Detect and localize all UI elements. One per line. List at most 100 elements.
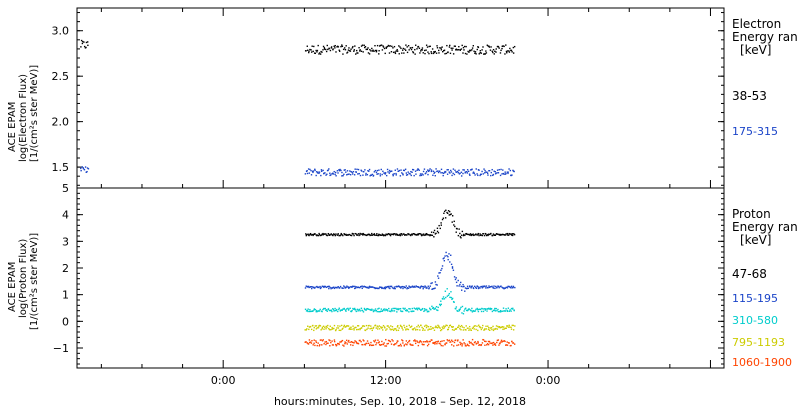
- data-point: [403, 233, 405, 235]
- data-point: [320, 50, 322, 53]
- data-point: [392, 233, 395, 236]
- data-point: [402, 342, 404, 344]
- data-point: [506, 50, 509, 52]
- data-point: [430, 308, 432, 311]
- data-point: [455, 277, 457, 279]
- data-point: [468, 233, 470, 236]
- data-point: [339, 341, 341, 343]
- data-point: [397, 234, 399, 236]
- data-point: [447, 258, 449, 261]
- data-point: [456, 285, 458, 287]
- data-point: [412, 51, 414, 53]
- data-point: [315, 325, 318, 327]
- data-point: [335, 233, 337, 235]
- y-tick-label: 2.5: [52, 70, 70, 83]
- data-point: [452, 269, 455, 271]
- data-point: [314, 52, 317, 55]
- data-point: [344, 169, 346, 171]
- data-point: [463, 233, 465, 236]
- data-point: [412, 286, 415, 288]
- data-point: [406, 287, 409, 289]
- data-point: [355, 171, 358, 173]
- data-point: [462, 286, 464, 288]
- data-point: [308, 286, 310, 289]
- data-point: [341, 171, 343, 174]
- data-point: [453, 173, 456, 176]
- proton-ylabel-line2: log(Proton Flux): [18, 239, 29, 318]
- data-point: [329, 325, 331, 327]
- data-point: [451, 344, 453, 346]
- data-point: [389, 45, 391, 47]
- data-point: [440, 303, 442, 306]
- data-point: [361, 309, 364, 312]
- data-point: [399, 175, 402, 177]
- data-point: [417, 307, 419, 309]
- data-point: [475, 53, 477, 55]
- proton-plot-frame: [76, 187, 725, 369]
- data-point: [458, 285, 460, 287]
- data-point: [335, 328, 337, 331]
- legend-entry: 47-68: [732, 267, 767, 281]
- data-point: [326, 326, 328, 329]
- data-point: [431, 288, 433, 291]
- data-point: [387, 285, 390, 288]
- data-point: [353, 50, 355, 52]
- data-point: [340, 169, 342, 172]
- data-point: [333, 339, 336, 341]
- data-point: [375, 49, 378, 52]
- data-point: [363, 233, 366, 236]
- data-point: [441, 267, 443, 270]
- data-point: [503, 45, 505, 48]
- data-point: [479, 174, 481, 177]
- data-point: [512, 342, 515, 344]
- data-point: [348, 339, 350, 342]
- data-point: [371, 47, 373, 50]
- data-point: [395, 328, 397, 330]
- data-point: [489, 49, 492, 51]
- data-point: [433, 51, 435, 53]
- data-point: [396, 308, 398, 311]
- data-point: [375, 234, 378, 236]
- data-point: [512, 286, 514, 289]
- data-point: [320, 329, 322, 331]
- data-point: [359, 310, 361, 312]
- data-point: [432, 342, 435, 345]
- data-point: [438, 303, 441, 306]
- data-point: [385, 329, 387, 331]
- data-point: [474, 174, 476, 176]
- data-point: [499, 174, 502, 177]
- data-point: [433, 51, 436, 54]
- data-point: [388, 52, 391, 54]
- data-point: [351, 233, 354, 235]
- data-point: [315, 310, 318, 312]
- data-point: [311, 45, 313, 47]
- data-point: [402, 287, 404, 290]
- proton-ylabel-line3: [1/(cm²s ster MeV)]: [29, 233, 40, 330]
- data-point: [428, 287, 430, 289]
- data-point: [450, 263, 453, 266]
- data-point: [451, 215, 454, 217]
- data-point: [497, 172, 500, 174]
- data-point: [415, 233, 417, 236]
- data-point: [391, 326, 394, 328]
- data-point: [332, 233, 335, 235]
- data-point: [83, 45, 86, 48]
- data-point: [336, 308, 338, 311]
- data-point: [308, 172, 311, 174]
- data-point: [323, 47, 326, 49]
- data-point: [323, 307, 325, 310]
- data-point: [430, 51, 432, 53]
- data-point: [487, 328, 490, 331]
- data-point: [364, 329, 367, 332]
- data-point: [416, 309, 419, 311]
- data-point: [379, 344, 382, 346]
- data-point: [374, 339, 377, 341]
- data-point: [366, 340, 369, 342]
- data-point: [363, 340, 365, 342]
- data-point: [422, 174, 424, 176]
- data-point: [498, 344, 500, 346]
- data-point: [443, 340, 445, 342]
- data-point: [381, 287, 383, 290]
- data-point: [449, 324, 452, 326]
- data-point: [341, 339, 344, 342]
